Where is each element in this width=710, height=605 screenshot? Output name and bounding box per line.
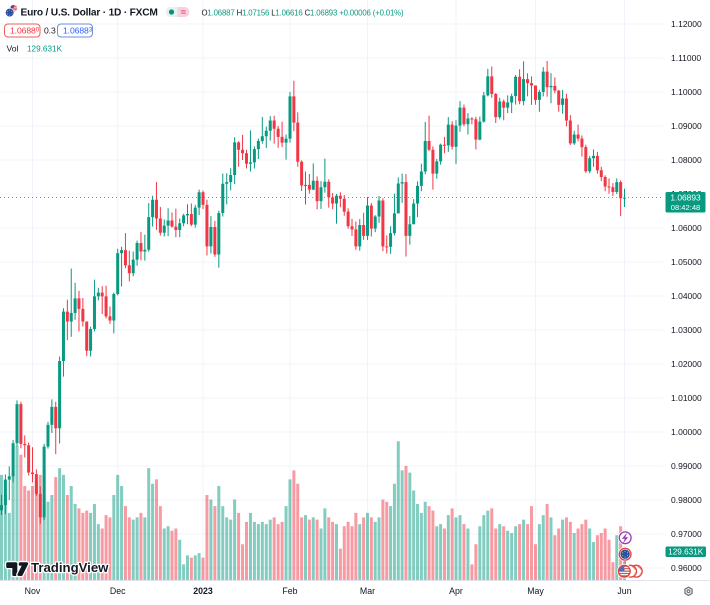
svg-text:1.02000: 1.02000: [671, 359, 702, 369]
svg-text:1.05000: 1.05000: [671, 257, 702, 267]
svg-text:129.631K: 129.631K: [27, 45, 63, 54]
svg-text:Euro / U.S. Dollar · 1D · FXCM: Euro / U.S. Dollar · 1D · FXCM: [21, 8, 158, 19]
svg-text:08:42:48: 08:42:48: [671, 203, 701, 212]
svg-text:1.08000: 1.08000: [671, 155, 702, 165]
svg-text:1.03000: 1.03000: [671, 325, 702, 335]
svg-text:1.06000: 1.06000: [671, 223, 702, 233]
svg-text:129.631K: 129.631K: [668, 548, 704, 557]
svg-text:Feb: Feb: [282, 586, 297, 596]
svg-text:Mar: Mar: [360, 586, 375, 596]
svg-text:Jun: Jun: [617, 586, 631, 596]
svg-text:0.97000: 0.97000: [671, 529, 702, 539]
svg-text:0.96000: 0.96000: [671, 563, 702, 573]
svg-text:1.01000: 1.01000: [671, 393, 702, 403]
svg-text:O1.06887 H1.07156 L1.06616 C1.: O1.06887 H1.07156 L1.06616 C1.06893 +0.0…: [202, 8, 404, 17]
svg-text:1.06883: 1.06883: [63, 26, 93, 36]
svg-text:1.12000: 1.12000: [671, 19, 702, 29]
svg-text:≈: ≈: [181, 7, 186, 17]
svg-text:1.06893: 1.06893: [670, 192, 701, 202]
svg-text:2023: 2023: [193, 586, 213, 596]
svg-text:Apr: Apr: [449, 586, 463, 596]
svg-text:1.09000: 1.09000: [671, 121, 702, 131]
svg-text:1.06880: 1.06880: [10, 26, 40, 36]
svg-text:Vol: Vol: [7, 44, 19, 54]
svg-text:Dec: Dec: [110, 586, 126, 596]
svg-text:1.00000: 1.00000: [671, 427, 702, 437]
svg-text:1.11000: 1.11000: [671, 53, 701, 63]
svg-text:TradingView: TradingView: [31, 560, 109, 575]
svg-text:0.99000: 0.99000: [671, 461, 702, 471]
svg-text:0.3: 0.3: [44, 26, 56, 36]
svg-text:1.10000: 1.10000: [671, 87, 702, 97]
svg-text:1.04000: 1.04000: [671, 291, 702, 301]
svg-text:Nov: Nov: [25, 586, 41, 596]
svg-text:May: May: [527, 586, 544, 596]
svg-text:0.98000: 0.98000: [671, 495, 702, 505]
